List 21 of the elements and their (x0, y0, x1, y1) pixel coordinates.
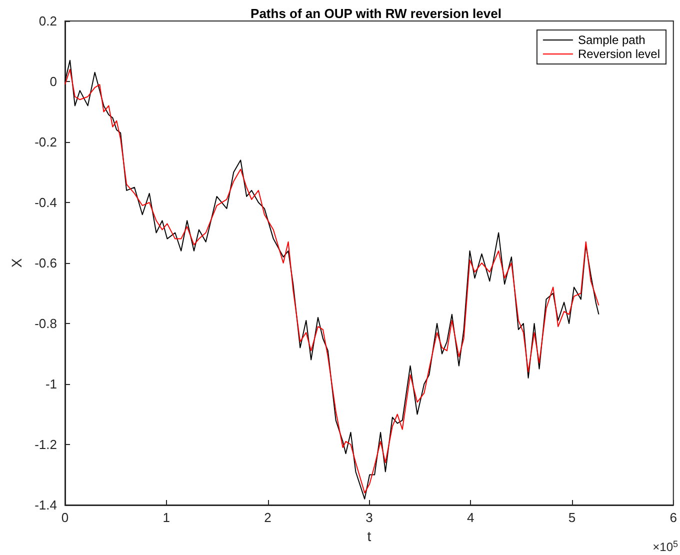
y-tick-label: -0.8 (34, 316, 57, 331)
legend-label: Reversion level (578, 47, 660, 61)
x-tick-label: 5 (568, 510, 576, 525)
x-tick-label: 1 (162, 510, 170, 525)
y-tick-label: -0.2 (34, 134, 57, 150)
y-tick-label: -1.4 (34, 498, 57, 512)
y-axis-title: X (8, 258, 25, 268)
chart-title: Paths of an OUP with RW reversion level (250, 6, 502, 21)
x-tick-label: 0 (61, 510, 69, 525)
x-tick-label: 4 (466, 510, 474, 525)
y-tick-label: 0.2 (38, 14, 57, 28)
y-tick-label: -1 (45, 376, 57, 392)
x-tick-label: 3 (366, 510, 373, 525)
x-tick-label: 6 (670, 510, 677, 525)
legend-label: Sample path (578, 33, 646, 47)
x-tick-label: 2 (264, 510, 272, 525)
y-tick-label: 0 (50, 74, 57, 89)
y-tick-label: -0.6 (34, 256, 57, 270)
x-axis-title: t (367, 528, 372, 544)
y-tick-label: -1.2 (34, 437, 57, 452)
y-tick-label: -0.4 (34, 195, 57, 210)
